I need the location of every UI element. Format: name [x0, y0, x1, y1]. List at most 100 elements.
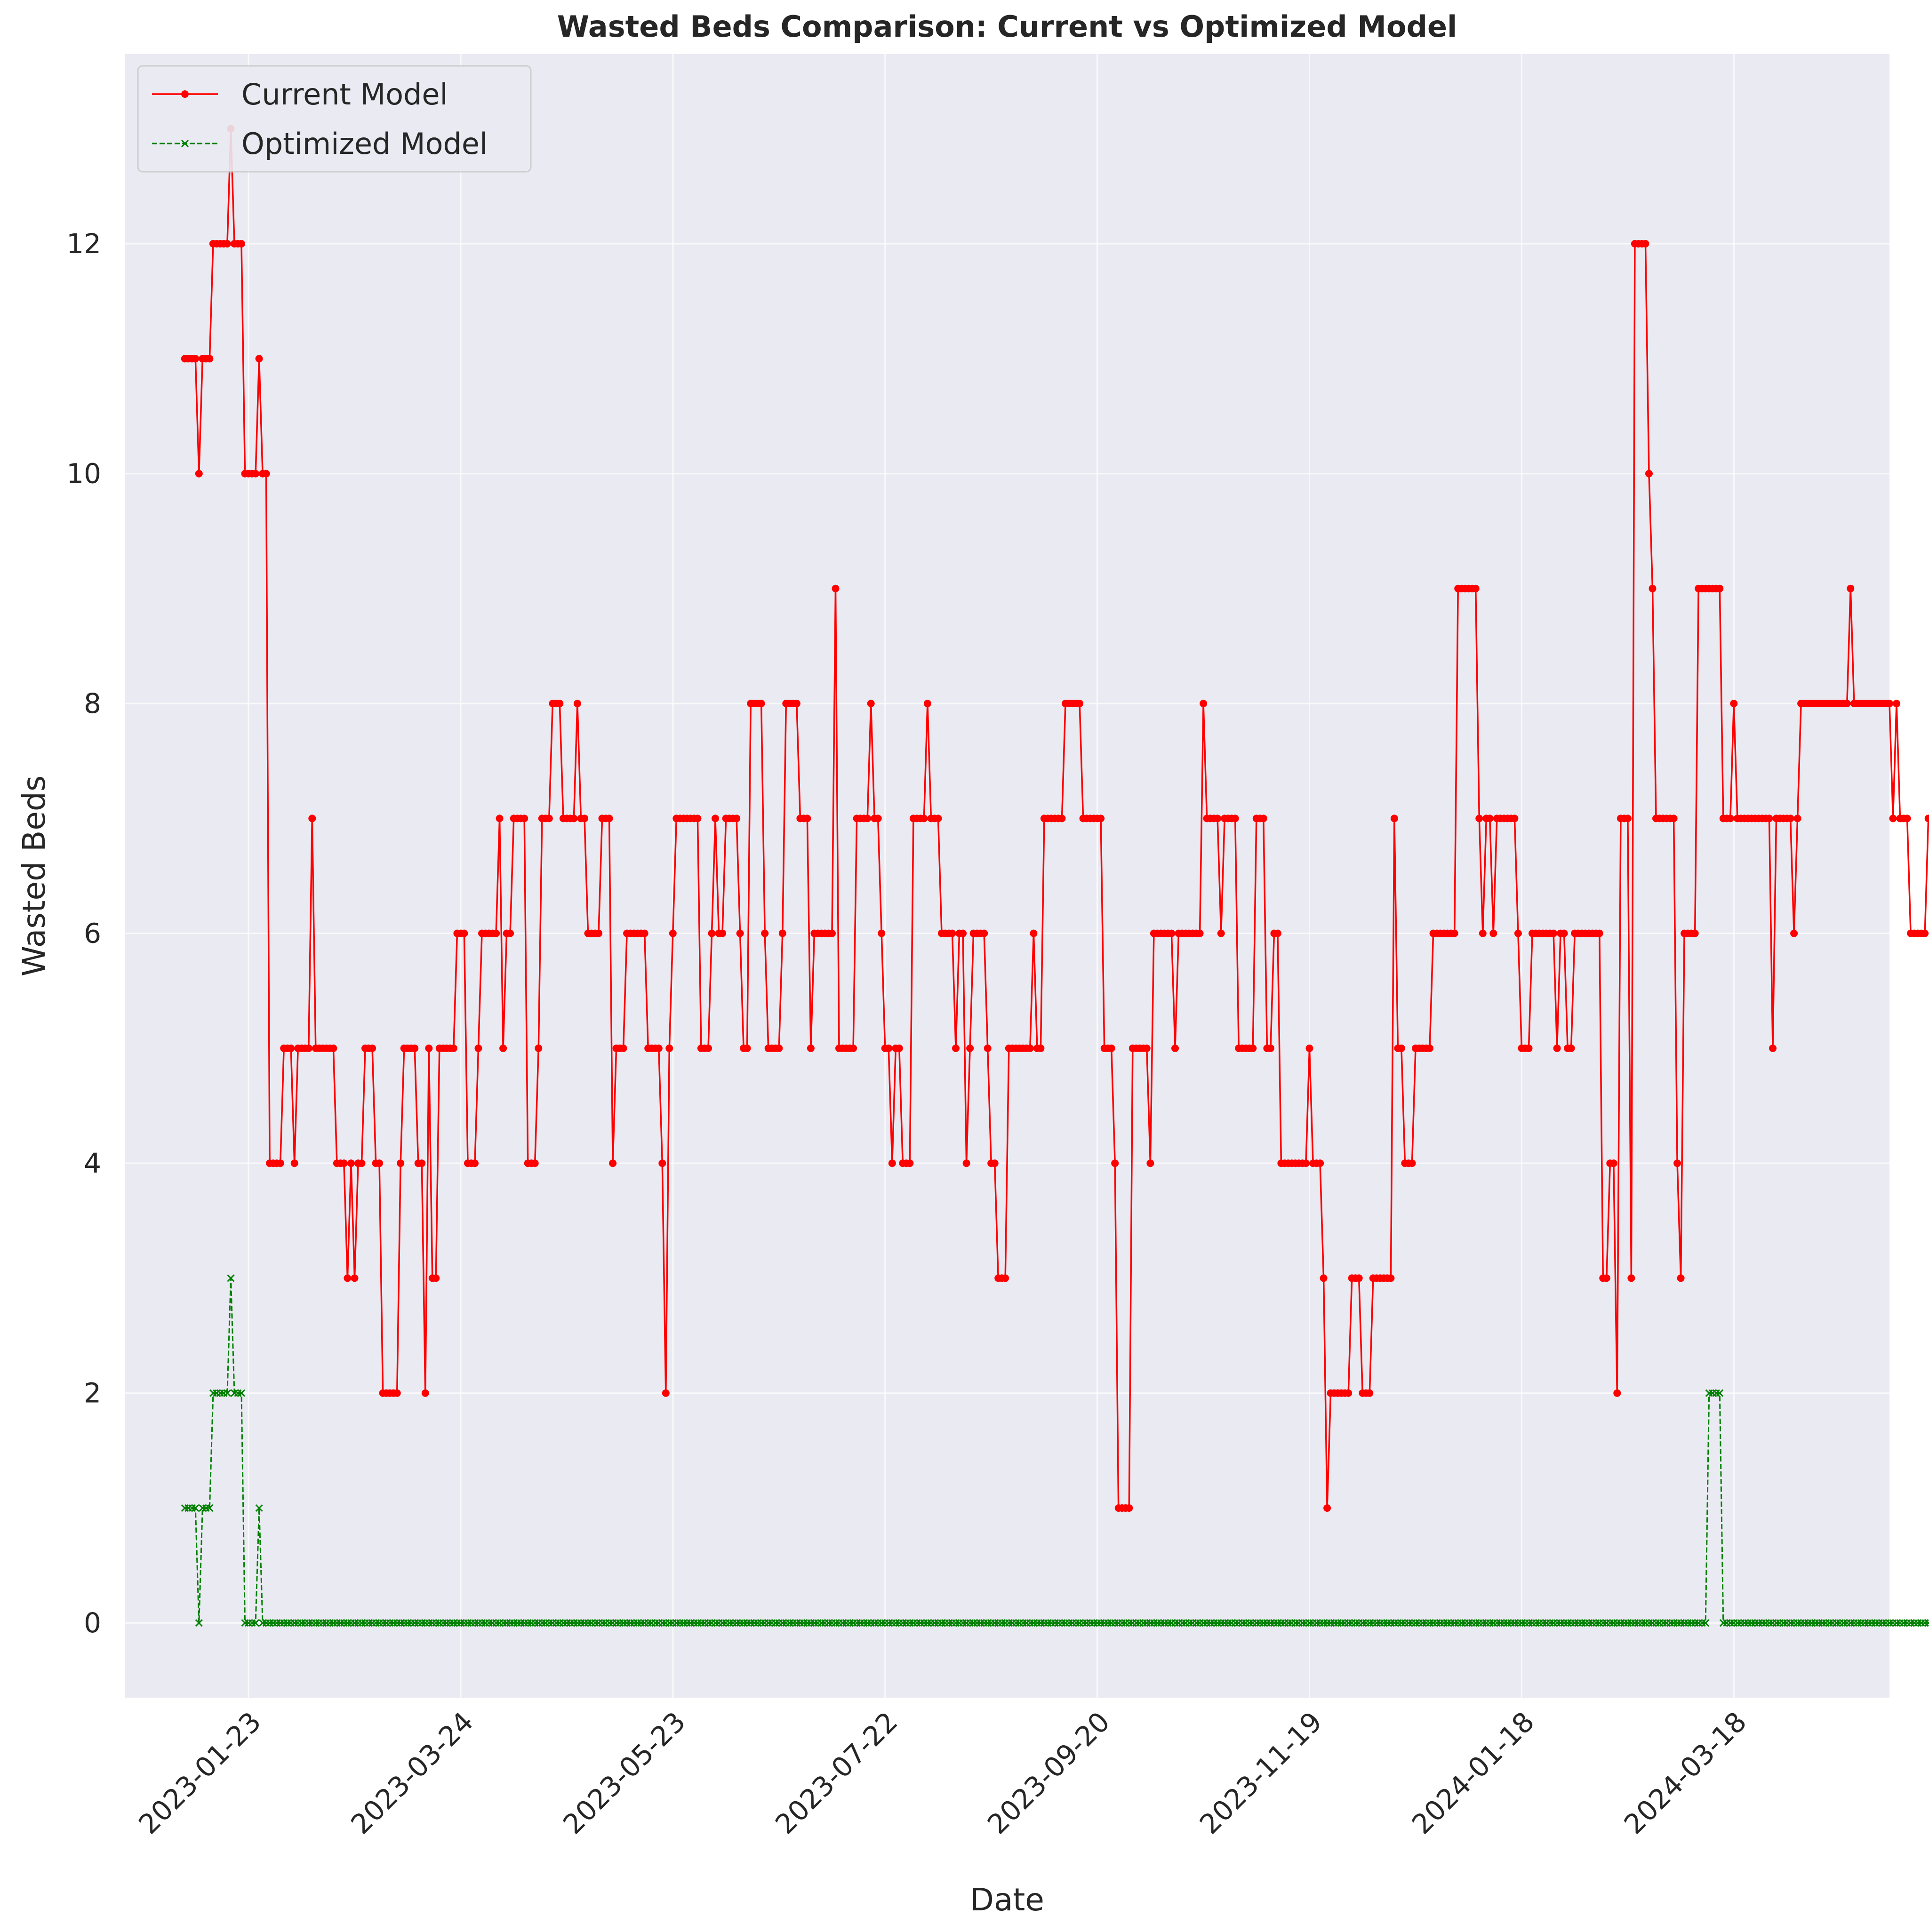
data-point — [1266, 1044, 1274, 1052]
data-point — [864, 814, 872, 822]
y-tick-label: 12 — [66, 228, 101, 260]
chart-title: Wasted Beds Comparison: Current vs Optim… — [557, 9, 1457, 44]
legend-label: Current Model — [241, 77, 448, 112]
data-point — [1847, 584, 1855, 592]
data-point — [223, 1389, 231, 1397]
data-point — [206, 1504, 214, 1512]
y-tick-label: 8 — [84, 687, 101, 719]
data-point — [1730, 700, 1738, 708]
data-point — [757, 700, 765, 708]
data-point — [1390, 814, 1398, 822]
data-point — [1345, 1389, 1353, 1397]
data-point — [340, 1159, 348, 1167]
legend: Current Model Optimized Model — [137, 65, 532, 173]
data-point — [1200, 700, 1208, 708]
data-point — [1426, 1044, 1433, 1052]
data-point — [1595, 929, 1603, 937]
data-point — [849, 1044, 857, 1052]
data-point — [694, 814, 702, 822]
data-point — [669, 929, 677, 937]
data-point — [329, 1044, 337, 1052]
data-point — [984, 1044, 992, 1052]
data-point — [351, 1274, 359, 1282]
data-point — [1214, 814, 1222, 822]
data-point — [1793, 814, 1801, 822]
data-point — [425, 1044, 433, 1052]
data-point — [878, 929, 886, 937]
y-tick-label: 6 — [84, 918, 101, 950]
data-point — [1305, 1044, 1313, 1052]
data-point — [991, 1159, 999, 1167]
data-point — [948, 929, 956, 937]
data-point — [1627, 1274, 1635, 1282]
data-point — [832, 584, 840, 592]
data-point — [1273, 929, 1281, 937]
data-point — [807, 1044, 815, 1052]
legend-marker — [181, 139, 189, 148]
data-point — [1249, 1044, 1257, 1052]
data-point — [888, 1159, 896, 1167]
data-point — [506, 929, 514, 937]
data-point — [287, 1044, 295, 1052]
data-point — [1026, 1044, 1034, 1052]
data-point — [262, 470, 270, 478]
data-point — [595, 929, 602, 937]
data-point — [704, 1044, 712, 1052]
data-point — [1217, 929, 1225, 937]
legend-label: Optimized Model — [241, 127, 488, 161]
data-point — [1553, 1044, 1561, 1052]
data-point — [421, 1389, 429, 1397]
data-point — [1609, 1159, 1617, 1167]
plot-area — [125, 54, 1889, 1698]
data-point — [252, 1619, 260, 1627]
data-point — [874, 814, 882, 822]
data-point — [1673, 1159, 1681, 1167]
data-point — [276, 1159, 284, 1167]
data-point — [1489, 929, 1497, 937]
data-point — [1030, 929, 1038, 937]
data-point — [308, 814, 316, 822]
data-point — [1125, 1504, 1133, 1512]
data-point — [1171, 1044, 1179, 1052]
data-point — [1645, 470, 1653, 478]
data-point — [1514, 929, 1522, 937]
data-point — [743, 1044, 751, 1052]
data-point — [1397, 1044, 1405, 1052]
data-point — [1691, 929, 1699, 937]
data-point — [1511, 814, 1519, 822]
data-point — [1624, 814, 1632, 822]
data-point — [662, 1389, 670, 1397]
y-axis-label: Wasted Beds — [16, 775, 52, 976]
data-point — [223, 240, 231, 247]
data-point — [885, 1044, 893, 1052]
data-point — [867, 700, 875, 708]
data-point — [778, 929, 786, 937]
data-point — [828, 929, 836, 937]
data-point — [1097, 814, 1105, 822]
data-point — [290, 1159, 298, 1167]
data-point — [1677, 1274, 1685, 1282]
data-point — [1613, 1389, 1621, 1397]
data-point — [573, 700, 581, 708]
data-point — [474, 1044, 482, 1052]
data-point — [1769, 1044, 1777, 1052]
data-point — [1479, 929, 1487, 937]
data-point — [368, 1044, 376, 1052]
data-point — [1924, 1619, 1929, 1627]
data-point — [1550, 929, 1558, 937]
data-point — [1893, 700, 1900, 708]
data-point — [1790, 929, 1798, 937]
data-point — [1355, 1274, 1363, 1282]
data-point — [658, 1159, 666, 1167]
data-point — [1366, 1389, 1374, 1397]
data-point — [962, 1159, 970, 1167]
data-point — [238, 240, 245, 247]
data-point — [966, 1044, 974, 1052]
data-point — [605, 814, 613, 822]
data-point — [733, 814, 741, 822]
data-point — [895, 1044, 903, 1052]
series-layer — [181, 125, 1929, 1627]
data-point — [712, 814, 719, 822]
